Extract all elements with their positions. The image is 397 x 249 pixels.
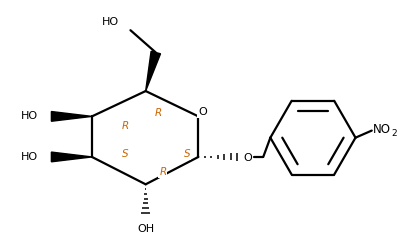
Polygon shape	[146, 51, 160, 91]
Text: HO: HO	[21, 111, 38, 122]
Text: S: S	[184, 149, 191, 159]
Polygon shape	[51, 152, 92, 162]
Text: HO: HO	[21, 152, 38, 162]
Text: NO: NO	[373, 123, 391, 136]
Text: R: R	[159, 167, 166, 177]
Text: O: O	[244, 153, 252, 163]
Polygon shape	[51, 112, 92, 121]
Text: S: S	[122, 149, 129, 159]
Text: HO: HO	[102, 17, 119, 27]
Text: OH: OH	[137, 224, 154, 234]
Text: O: O	[198, 107, 207, 117]
Text: 2: 2	[391, 129, 397, 138]
Text: R: R	[122, 121, 129, 130]
Text: R: R	[155, 108, 162, 118]
